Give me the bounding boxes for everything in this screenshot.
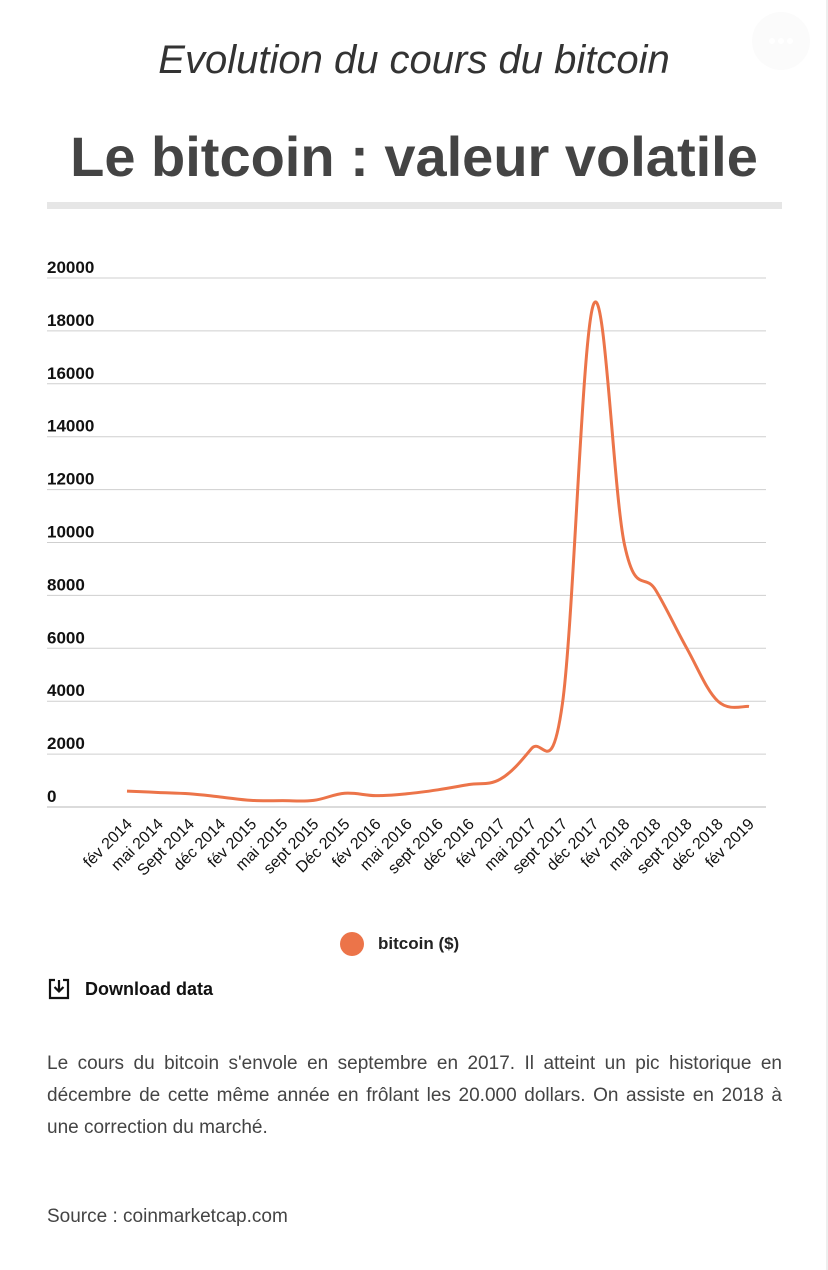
y-tick-label: 0: [47, 787, 56, 806]
source: Source : coinmarketcap.com: [47, 1206, 288, 1227]
more-options-button[interactable]: [752, 12, 810, 70]
y-tick-label: 6000: [47, 628, 85, 647]
y-tick-label: 4000: [47, 681, 85, 700]
legend-swatch: [340, 932, 364, 956]
y-tick-label: 16000: [47, 364, 94, 383]
divider: [47, 202, 782, 209]
series-line-bitcoin: [126, 300, 750, 803]
legend[interactable]: bitcoin ($): [340, 932, 459, 956]
y-tick-label: 10000: [47, 523, 94, 542]
download-data-button[interactable]: Download data: [47, 977, 213, 1001]
legend-label: bitcoin ($): [378, 934, 460, 953]
chart-title: Le bitcoin : valeur volatile: [70, 125, 758, 188]
y-tick-label: 2000: [47, 734, 85, 753]
chart-subtitle: Evolution du cours du bitcoin: [158, 38, 670, 82]
y-tick-label: 18000: [47, 311, 94, 330]
description: Le cours du bitcoin s'envole en septembr…: [47, 1053, 782, 1138]
y-tick-label: 8000: [47, 575, 85, 594]
y-tick-label: 12000: [47, 470, 94, 489]
download-icon: [48, 978, 70, 1000]
dot-icon: [787, 38, 793, 44]
y-tick-label: 20000: [47, 258, 94, 277]
dot-icon: [778, 38, 784, 44]
download-label: Download data: [85, 978, 214, 999]
dot-icon: [769, 38, 775, 44]
line-chart: 0 2000 4000 6000 8000 10000 12000 14000 16000 180…: [47, 258, 766, 879]
y-tick-label: 14000: [47, 417, 94, 436]
